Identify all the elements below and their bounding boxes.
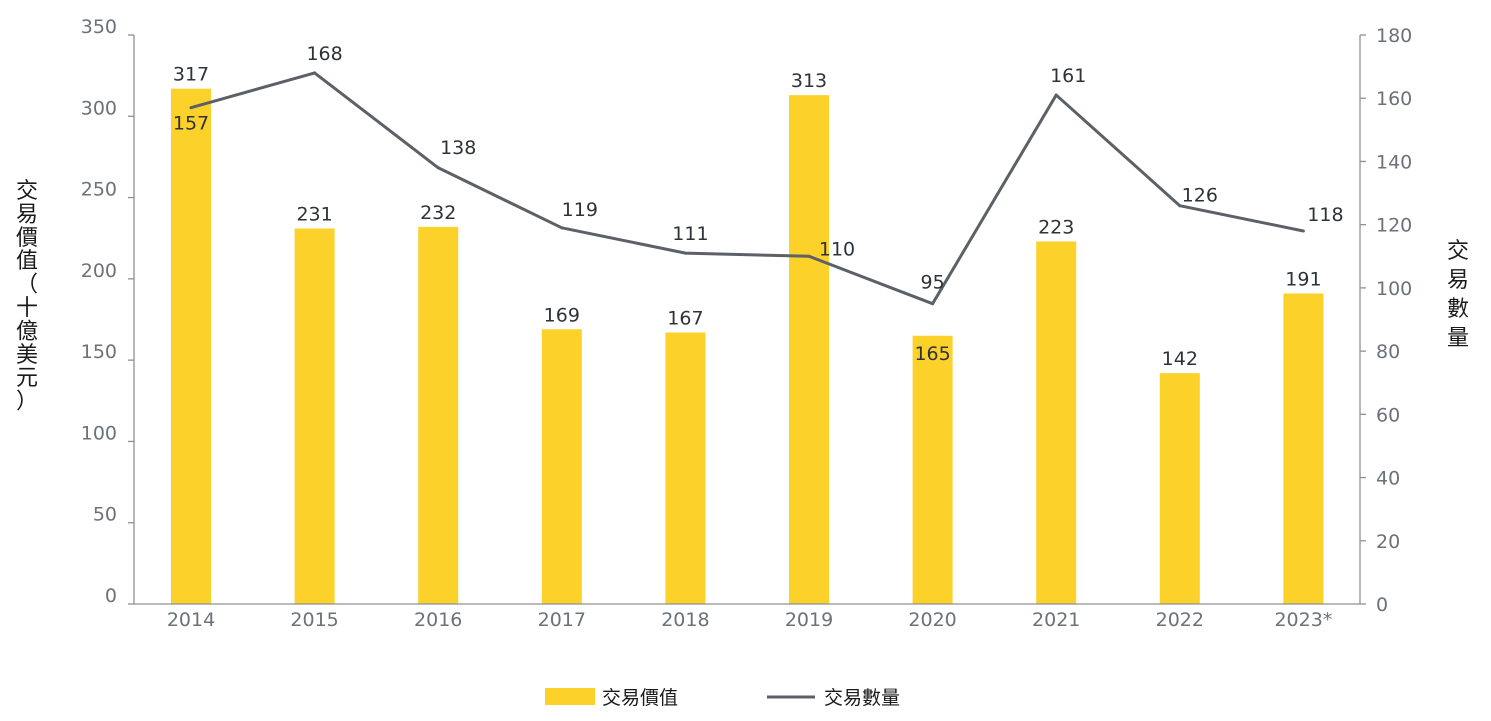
line-point-2023* [1301,229,1305,233]
x-tick-label-2019: 2019 [785,609,833,631]
right-axis-title-char: 數 [1447,297,1469,322]
bar-2017 [541,329,582,604]
line-point-2022 [1178,204,1182,208]
left-tick-label: 250 [81,179,117,201]
right-axis-ticks: 0 20 40 60 80 100 120 140 160 180 [1360,25,1412,616]
left-tick-label: 200 [81,260,117,282]
right-axis-title: 交易數量 [1447,239,1469,351]
left-axis-title-char: ） [16,390,38,415]
left-axis-title-char: 價 [16,226,38,251]
bar-series [171,88,1324,605]
left-axis-title-char: 十 [16,296,38,321]
line-label-2023*: 118 [1307,204,1343,226]
bar-2015 [294,228,335,604]
x-tick-label-2020: 2020 [908,609,956,631]
line-label-2020: 95 [921,272,945,294]
bar-2022 [1159,373,1200,604]
bar-2021 [1036,241,1077,605]
right-axis-title-char: 交 [1447,239,1469,264]
line-label-2016: 138 [440,137,476,159]
left-axis-title-char: 值 [16,249,38,274]
legend-swatch-bar [545,688,595,705]
line-point-2020 [931,302,935,306]
bar-label-2017: 169 [544,304,580,326]
x-tick-label-2023*: 2023* [1274,609,1332,631]
bar-label-2023*: 191 [1285,268,1321,290]
line-label-2014: 157 [173,113,209,135]
bar-2020 [912,335,953,604]
x-tick-label-2018: 2018 [661,609,709,631]
bar-label-2022: 142 [1162,348,1198,370]
legend-label-bar: 交易價值 [602,687,678,709]
line-point-2021 [1054,93,1058,97]
line-path [190,71,1304,306]
bar-label-2020: 165 [914,343,950,365]
x-tick-label-2017: 2017 [538,609,586,631]
left-tick-label: 0 [105,585,117,607]
bar-2023* [1283,293,1324,604]
x-tick-label-2014: 2014 [167,609,215,631]
right-tick-label: 120 [1376,215,1412,237]
line-label-2017: 119 [562,199,598,221]
x-tick-label-2016: 2016 [414,609,462,631]
left-axis-title-char: 交 [16,179,38,204]
line-point-2019 [807,254,811,258]
data-labels: 317 231 232 169 167 313 165 223 142 191 157 168 138 1… [173,43,1344,370]
right-tick-label: 160 [1376,88,1412,110]
right-tick-label: 0 [1376,594,1388,616]
x-tick-label-2021: 2021 [1032,609,1080,631]
right-tick-label: 20 [1376,531,1400,553]
line-label-2022: 126 [1182,185,1218,207]
right-tick-label: 180 [1376,25,1412,47]
legend: 交易價值 交易數量 [545,687,900,709]
right-axis-title-char: 易 [1447,268,1469,293]
bar-2019 [789,95,829,604]
left-tick-label: 50 [93,504,117,526]
left-tick-label: 150 [81,341,117,363]
line-label-2018: 111 [672,223,708,245]
bar-2016 [418,226,459,604]
bar-label-2019: 313 [791,70,827,92]
bar-label-2018: 167 [667,308,703,330]
left-axis-title-char: 億 [16,319,38,344]
right-tick-label: 80 [1376,341,1400,363]
bar-label-2021: 223 [1038,216,1074,238]
x-tick-label-2022: 2022 [1156,609,1204,631]
line-point-2014 [189,106,193,110]
right-tick-label: 100 [1376,278,1412,300]
line-label-2021: 161 [1050,65,1086,87]
left-axis-title-char: 元 [16,366,38,391]
line-point-2017 [560,226,564,230]
bar-label-2015: 231 [296,203,332,225]
line-label-2015: 168 [306,43,342,65]
line-point-2018 [683,251,687,255]
left-tick-label: 100 [81,422,117,444]
line-label-2019: 110 [819,238,855,260]
left-axis-title-char: （ [16,273,38,298]
right-tick-label: 140 [1376,151,1412,173]
right-tick-label: 60 [1376,404,1400,426]
line-series [189,71,1305,306]
left-axis-ticks: 0 50 100 150 200 250 300 350 [81,16,134,607]
bar-2018 [665,332,706,604]
left-axis-title-char: 易 [16,202,38,227]
left-axis-title-char: 美 [16,343,38,368]
legend-label-line: 交易數量 [824,687,900,709]
x-tick-label-2015: 2015 [290,609,338,631]
right-tick-label: 40 [1376,468,1400,490]
right-axis-title-char: 量 [1447,326,1469,351]
bar-label-2016: 232 [420,202,456,224]
left-tick-label: 300 [81,97,117,119]
line-point-2016 [436,166,440,170]
left-tick-label: 350 [81,16,117,38]
line-point-2015 [313,71,317,75]
axes: 0 50 100 150 200 250 300 350 0 20 40 60 80 100 120 140… [81,16,1413,631]
bar-2014 [171,88,211,605]
bar-label-2014: 317 [173,64,209,86]
x-axis-ticks: 2014 2015 2016 2017 2018 2019 2020 2021 2022 2023… [167,609,1333,631]
